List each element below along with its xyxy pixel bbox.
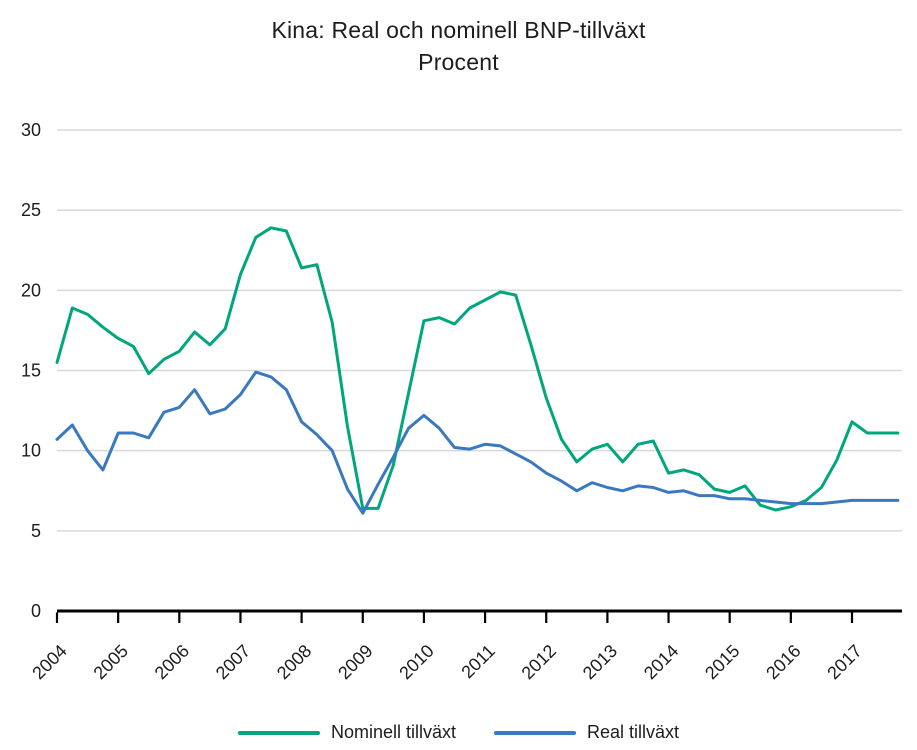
y-axis-label: 25 — [21, 200, 41, 220]
x-axis-label: 2014 — [640, 641, 682, 683]
x-axis-label: 2016 — [762, 641, 804, 683]
x-axis-label: 2009 — [334, 641, 376, 683]
chart-subtitle: Procent — [418, 49, 499, 75]
series-line-real-tillvaxt — [55, 370, 900, 515]
y-axis-label: 30 — [21, 120, 41, 140]
x-axis-label: 2007 — [212, 641, 254, 683]
x-axis-label: 2010 — [395, 641, 437, 683]
legend-label-nominell: Nominell tillväxt — [330, 722, 456, 742]
legend-item-real: Real tillväxt — [494, 722, 679, 743]
legend-label-real: Real tillväxt — [587, 722, 680, 742]
x-axis-label: 2004 — [28, 641, 70, 683]
nominell-line-swatch-icon — [237, 730, 320, 735]
y-axis-label: 5 — [31, 521, 41, 541]
real-line-swatch-icon — [494, 730, 576, 735]
x-axis-label: 2006 — [151, 641, 193, 683]
x-axis-label: 2015 — [701, 641, 743, 683]
x-axis-label: 2017 — [823, 641, 865, 683]
x-axis-label: 2011 — [457, 641, 499, 683]
chart-title: Kina: Real och nominell BNP-tillväxt — [271, 17, 646, 43]
y-axis-label: 10 — [21, 441, 41, 461]
legend-item-nominell: Nominell tillväxt — [237, 722, 456, 743]
x-axis-label: 2013 — [579, 641, 621, 683]
x-axis-label: 2005 — [90, 641, 132, 683]
y-axis-label: 15 — [21, 361, 41, 381]
x-axis-label: 2012 — [518, 641, 560, 683]
x-axis-label: 2008 — [273, 641, 315, 683]
chart-legend: Nominell tillväxt Real tillväxt — [0, 722, 917, 743]
y-axis-label: 0 — [31, 601, 41, 621]
series-line-nominell-tillvaxt — [55, 226, 900, 512]
y-axis-label: 20 — [21, 280, 41, 300]
